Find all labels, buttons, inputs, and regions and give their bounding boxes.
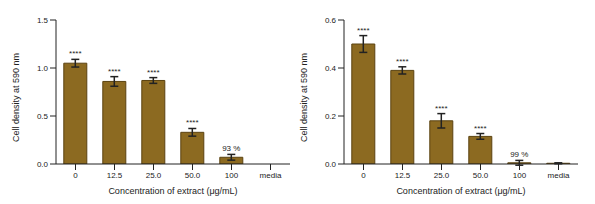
svg-text:0.2: 0.2 [325, 112, 337, 121]
svg-text:50.0: 50.0 [185, 171, 201, 180]
svg-text:12.5: 12.5 [107, 171, 123, 180]
svg-text:0: 0 [73, 171, 78, 180]
svg-text:25.0: 25.0 [434, 171, 450, 180]
svg-text:media: media [260, 171, 282, 180]
svg-text:Cell density at 590 nm: Cell density at 590 nm [11, 53, 21, 142]
svg-text:50.0: 50.0 [473, 171, 489, 180]
svg-text:****: **** [357, 26, 369, 35]
svg-text:1.0: 1.0 [37, 64, 49, 73]
svg-text:****: **** [108, 67, 120, 76]
svg-text:media: media [548, 171, 570, 180]
svg-text:****: **** [396, 57, 408, 66]
svg-text:****: **** [474, 124, 486, 133]
svg-text:99 %: 99 % [510, 150, 528, 159]
svg-text:Concentration of extract (μg/m: Concentration of extract (μg/mL) [108, 186, 237, 196]
svg-text:0: 0 [361, 171, 366, 180]
svg-text:****: **** [69, 49, 81, 58]
svg-text:12.5: 12.5 [395, 171, 411, 180]
svg-text:0.6: 0.6 [325, 16, 337, 25]
svg-text:0.0: 0.0 [37, 160, 49, 169]
svg-text:100: 100 [513, 171, 527, 180]
svg-text:93 %: 93 % [222, 144, 240, 153]
svg-text:1.5: 1.5 [37, 16, 49, 25]
svg-text:0.4: 0.4 [325, 64, 337, 73]
svg-text:0.5: 0.5 [37, 112, 49, 121]
svg-text:Concentration of extract (μg/m: Concentration of extract (μg/mL) [396, 186, 525, 196]
svg-text:Cell density at 590 nm: Cell density at 590 nm [299, 53, 309, 142]
svg-text:****: **** [186, 118, 198, 127]
svg-text:25.0: 25.0 [146, 171, 162, 180]
svg-text:0.0: 0.0 [325, 160, 337, 169]
svg-text:****: **** [147, 68, 159, 77]
svg-text:100: 100 [225, 171, 239, 180]
svg-text:****: **** [435, 104, 447, 113]
